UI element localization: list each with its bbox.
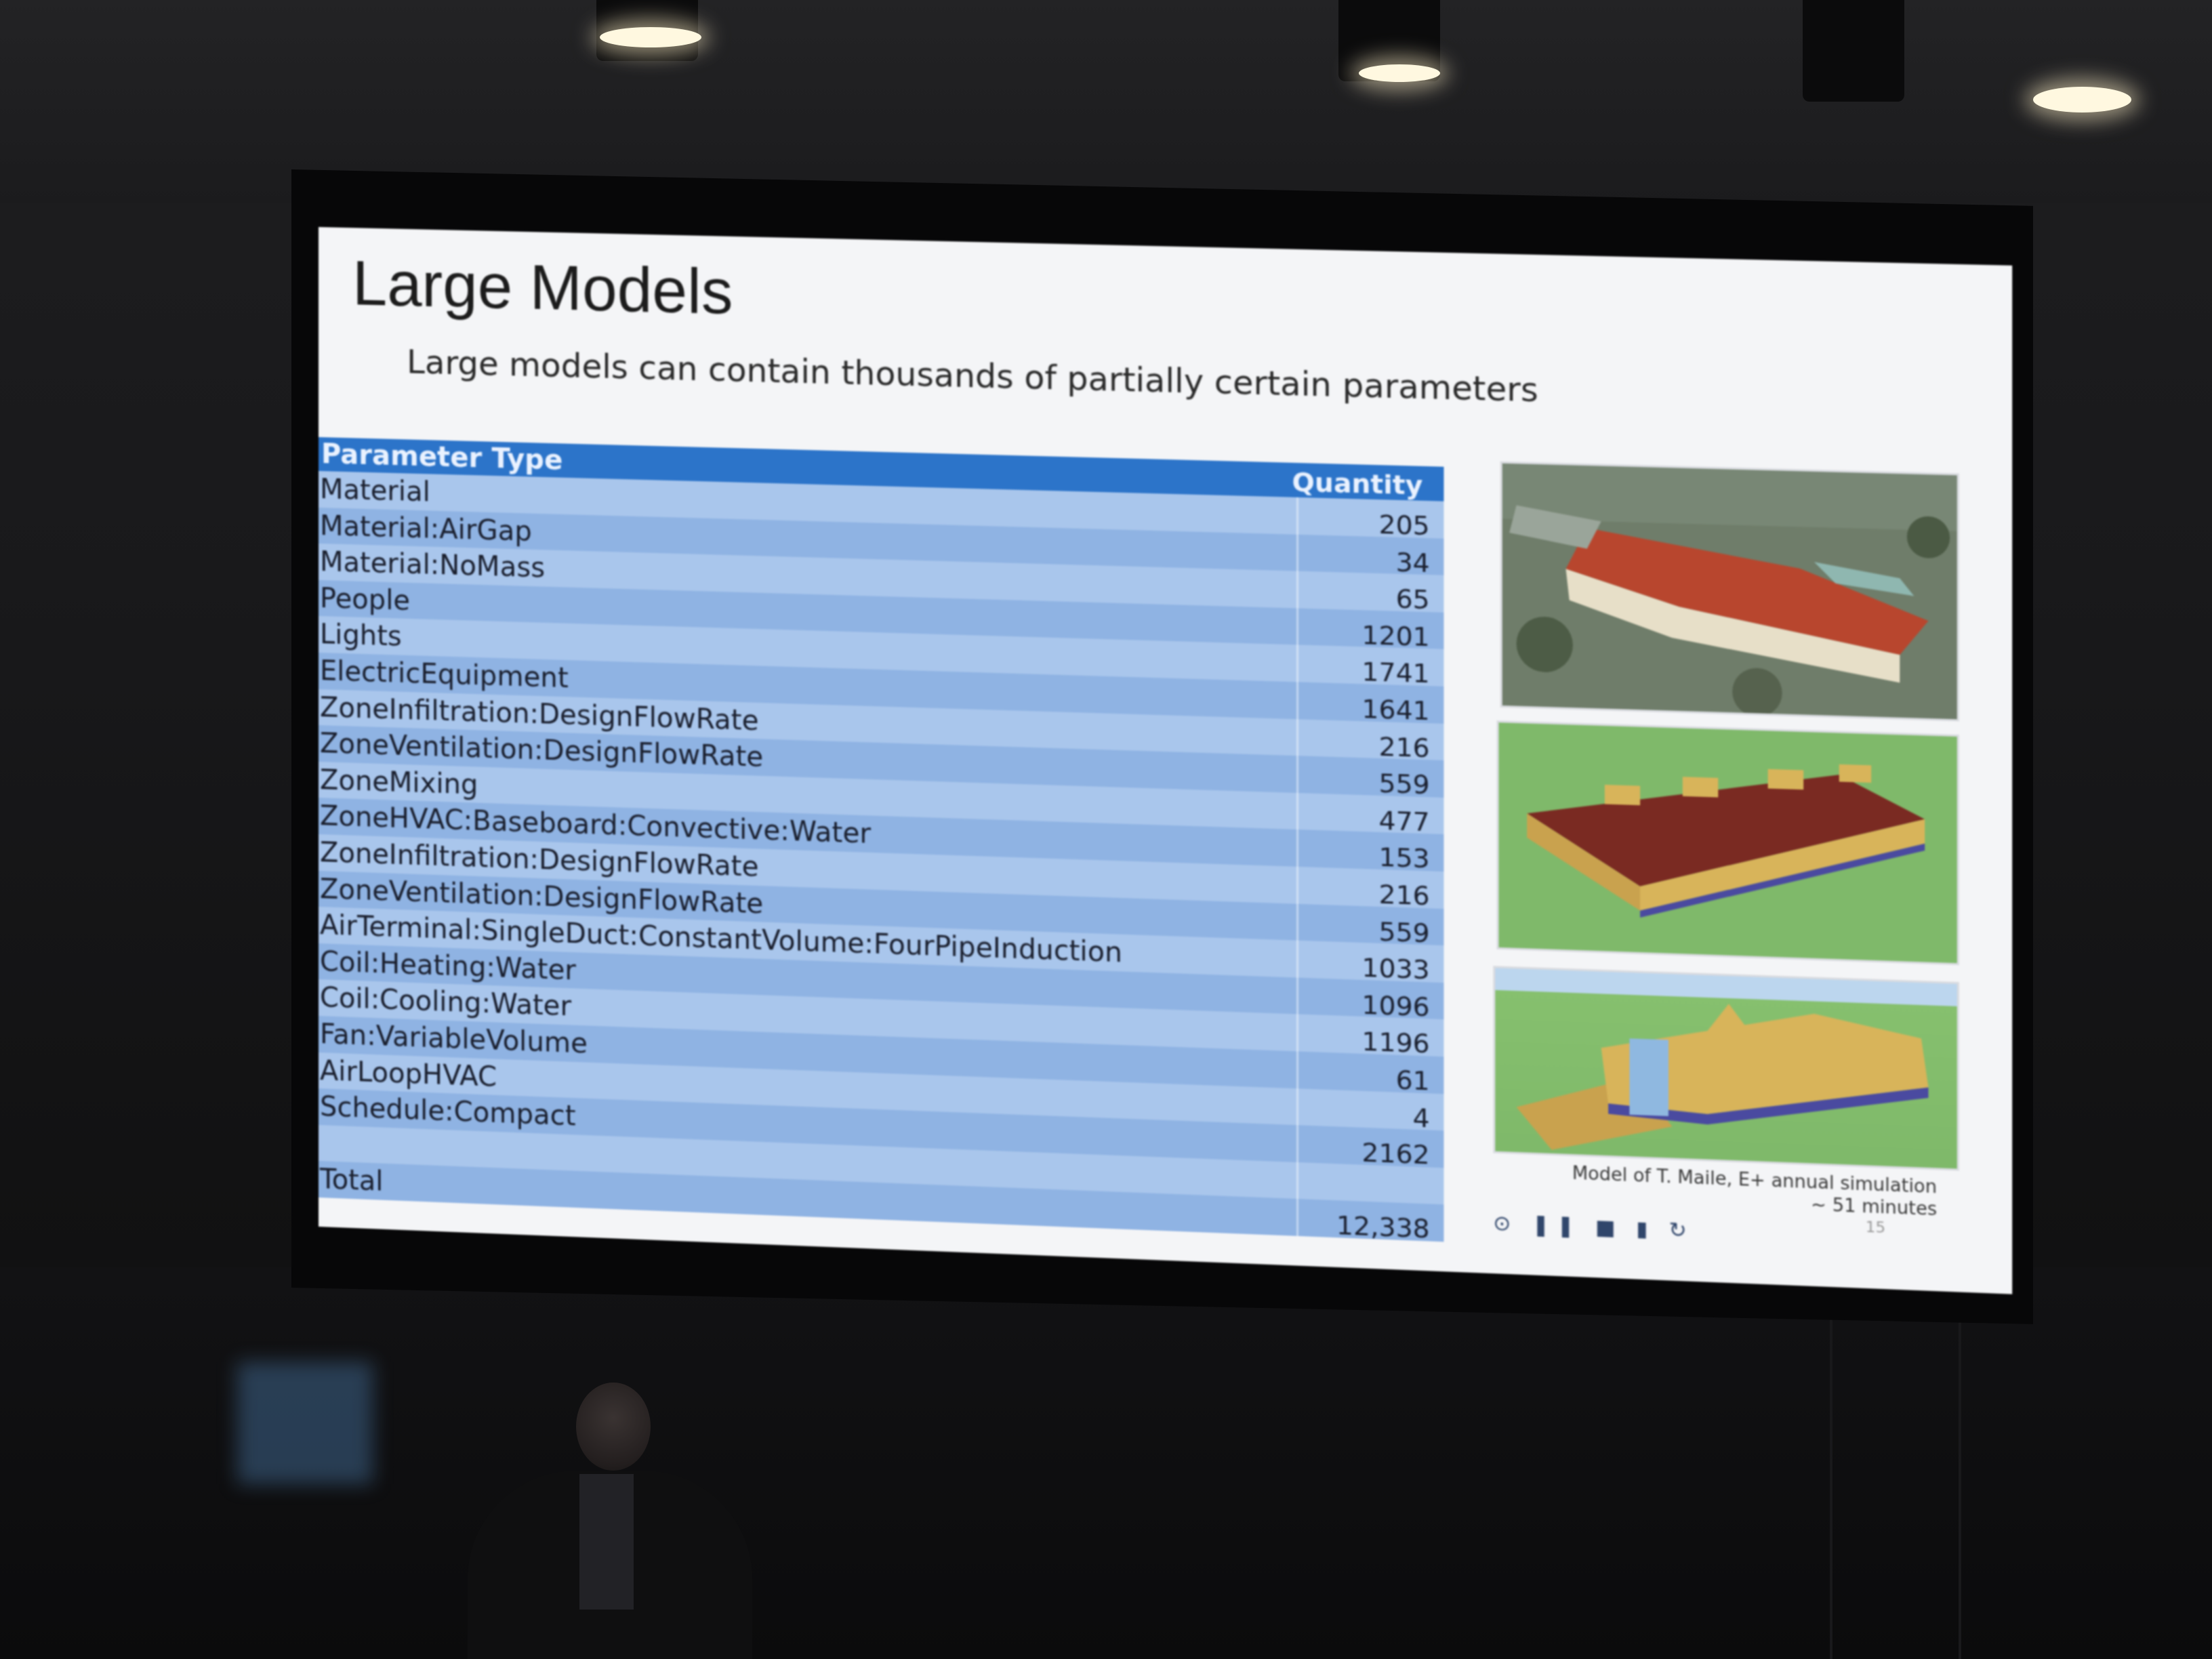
column-separator <box>1296 1051 1298 1088</box>
parameter-type-cell: Coil:Cooling:Water <box>320 982 571 1022</box>
quantity-cell: 12,338 <box>1336 1210 1430 1244</box>
slide-title: Large Models <box>352 248 733 329</box>
3d-building-render-1 <box>1496 720 1959 965</box>
aerial-photo-illustration <box>1502 464 1957 719</box>
aerial-photo-of-building <box>1500 462 1959 722</box>
parameter-type-cell: Lights <box>320 619 402 653</box>
quantity-cell: 4 <box>1413 1102 1430 1133</box>
column-separator <box>1296 571 1298 609</box>
presenter-shirt <box>579 1474 634 1610</box>
ceiling-light-2 <box>1359 64 1440 82</box>
column-separator <box>1296 1088 1298 1126</box>
parameter-type-cell: Total <box>320 1164 383 1197</box>
ceiling-light-1 <box>600 27 701 47</box>
column-separator <box>1296 1015 1298 1052</box>
parameter-table: Parameter Type Quantity Material 205 Mater… <box>319 437 1443 1242</box>
parameter-type-cell: Coil:Heating:Water <box>320 946 576 986</box>
blue-light-glare <box>237 1362 373 1484</box>
ceiling-light-3 <box>2033 87 2131 112</box>
column-separator <box>1296 682 1298 719</box>
slideshow-controls[interactable]: ⊙ ❚❚ ■ ▮ ↻ <box>1493 1211 1694 1243</box>
header-parameter-type: Parameter Type <box>321 438 562 476</box>
image-caption: Model of T. Maile, E+ annual simulation … <box>1496 1160 1937 1221</box>
column-separator <box>1296 1162 1298 1200</box>
parameter-type-cell: ZoneMixing <box>320 764 478 801</box>
slide-subtitle: Large models can contain thousands of pa… <box>407 341 1585 413</box>
presentation-slide: Large Models Large models can contain th… <box>319 227 2012 1294</box>
column-separator <box>1296 903 1298 941</box>
table-body: Material 205 Material:AirGap 34 Material:NoM… <box>319 471 1443 1242</box>
column-separator <box>1296 867 1298 904</box>
column-separator <box>1296 793 1298 830</box>
presenter-head <box>576 1382 651 1471</box>
column-separator <box>1296 719 1298 756</box>
column-separator <box>1296 830 1298 867</box>
column-separator <box>1296 534 1298 571</box>
column-separator <box>1296 608 1298 645</box>
column-separator <box>1296 1125 1298 1162</box>
parameter-type-cell: ElectricEquipment <box>320 655 569 694</box>
3d-building-render-2 <box>1493 966 1959 1170</box>
column-separator <box>1296 645 1298 682</box>
quantity-cell: 65 <box>1396 583 1430 615</box>
column-separator <box>1296 497 1298 535</box>
render-illustration-1 <box>1499 722 1957 963</box>
column-separator <box>1296 756 1298 793</box>
render-illustration-2 <box>1495 968 1957 1168</box>
parameter-type-cell: Material:NoMass <box>320 546 545 584</box>
parameter-type-cell: Material:AirGap <box>320 510 532 548</box>
wall-seam <box>1830 1274 1832 1659</box>
column-separator <box>1296 941 1298 978</box>
quantity-cell: 34 <box>1396 547 1430 578</box>
column-separator <box>1296 1199 1298 1236</box>
slide-page-number: 15 <box>1866 1218 1885 1237</box>
wall-seam <box>1959 1274 1961 1659</box>
header-quantity: Quantity <box>1292 467 1423 501</box>
parameter-type-cell: People <box>320 583 410 617</box>
column-separator <box>1296 977 1298 1015</box>
parameter-type-cell: AirLoopHVAC <box>320 1055 497 1093</box>
ceiling-light-fixture-3 <box>1803 0 1904 102</box>
parameter-type-cell: Material <box>320 474 430 508</box>
